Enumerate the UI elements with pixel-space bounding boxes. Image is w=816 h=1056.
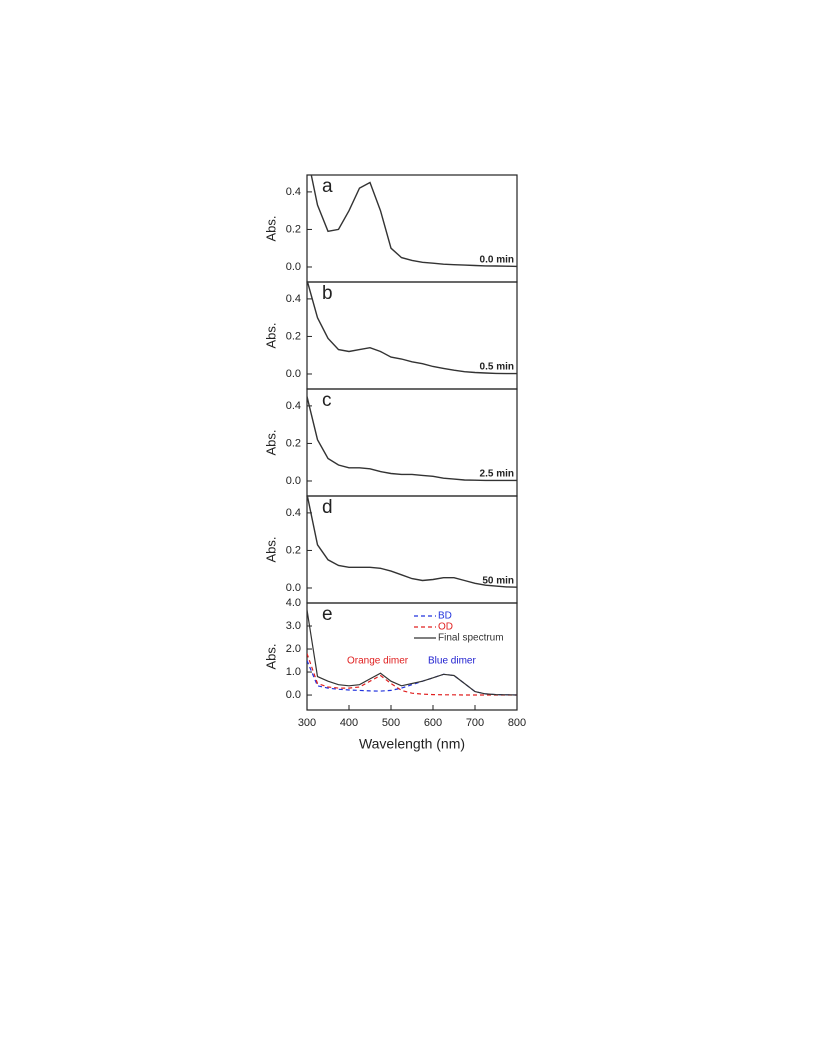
y-tick-label: 0.4 xyxy=(286,293,301,305)
x-axis-label: Wavelength (nm) xyxy=(359,736,465,752)
y-tick-label: 4.0 xyxy=(286,597,301,609)
panel-label: e xyxy=(322,604,333,625)
y-tick-label: 0.4 xyxy=(286,507,301,519)
legend-label: OD xyxy=(438,622,453,633)
legend-label: Final spectrum xyxy=(438,633,504,644)
spectrum-line xyxy=(307,496,517,588)
y-tick-label: 0.2 xyxy=(286,330,301,342)
x-tick-label: 700 xyxy=(466,717,484,729)
panel-label: d xyxy=(322,497,333,518)
x-tick-label: 800 xyxy=(508,717,526,729)
spectrum-line xyxy=(307,653,517,696)
panel-label: b xyxy=(322,283,333,304)
plot-frame xyxy=(306,495,518,604)
y-tick-label: 3.0 xyxy=(286,620,301,632)
spectrum-line xyxy=(307,660,517,696)
x-tick-label: 400 xyxy=(340,717,358,729)
x-tick-label: 600 xyxy=(424,717,442,729)
y-tick-label: 0.0 xyxy=(286,475,301,487)
x-tick-label: 300 xyxy=(298,717,316,729)
time-label: 50 min xyxy=(482,576,514,587)
y-axis-label: Abs. xyxy=(263,643,278,669)
y-tick-label: 0.2 xyxy=(286,223,301,235)
y-axis-label: Abs. xyxy=(263,536,278,562)
y-tick-label: 1.0 xyxy=(286,666,301,678)
panel-label: c xyxy=(322,390,332,411)
panel-label: a xyxy=(322,176,333,197)
x-tick-label: 500 xyxy=(382,717,400,729)
y-tick-label: 0.0 xyxy=(286,261,301,273)
time-label: 2.5 min xyxy=(480,469,514,480)
y-axis-label: Abs. xyxy=(263,429,278,455)
spectrum-line xyxy=(310,175,517,268)
curve-annotation: Orange dimer xyxy=(347,656,409,667)
spectrum-line xyxy=(307,396,517,482)
spectrum-line xyxy=(307,609,517,696)
spectrum-line xyxy=(307,282,517,375)
time-label: 0.5 min xyxy=(480,362,514,373)
y-tick-label: 0.4 xyxy=(286,400,301,412)
y-tick-label: 0.2 xyxy=(286,544,301,556)
y-axis-label: Abs. xyxy=(263,322,278,348)
legend-label: BD xyxy=(438,611,452,622)
y-tick-label: 0.4 xyxy=(286,186,301,198)
y-axis-label: Abs. xyxy=(263,215,278,241)
y-tick-label: 0.0 xyxy=(286,582,301,594)
y-tick-label: 0.0 xyxy=(286,689,301,701)
time-label: 0.0 min xyxy=(480,255,514,266)
y-tick-label: 0.0 xyxy=(286,368,301,380)
y-tick-label: 0.2 xyxy=(286,437,301,449)
curve-annotation: Blue dimer xyxy=(428,656,476,667)
plot-frame xyxy=(306,602,518,711)
y-tick-label: 2.0 xyxy=(286,643,301,655)
